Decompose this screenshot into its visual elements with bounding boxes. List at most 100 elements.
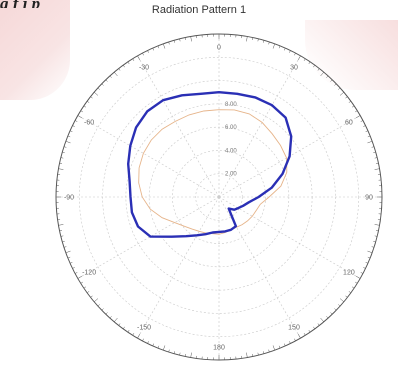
angle-tick — [338, 304, 341, 307]
angle-tick — [62, 151, 65, 154]
angle-tick — [163, 43, 166, 49]
angle-tick — [109, 75, 112, 78]
angle-tick — [374, 157, 378, 159]
angle-tick — [60, 157, 64, 159]
angle-tick — [147, 50, 149, 53]
angle-tick — [69, 130, 73, 132]
angle-tick — [163, 345, 166, 351]
angle-tick — [252, 353, 254, 357]
angle-label: 30 — [290, 65, 298, 72]
angle-tick — [355, 115, 361, 119]
angle-tick — [179, 352, 181, 356]
angle-tick — [97, 87, 100, 90]
angle-tick — [77, 275, 83, 279]
angle-tick — [284, 343, 286, 347]
angle-tick — [74, 272, 78, 274]
angle-tick — [127, 61, 130, 65]
angle-tick — [373, 240, 376, 243]
angle-tick — [355, 275, 361, 279]
angle-tick — [330, 312, 333, 315]
radial-label: 2.00 — [225, 172, 237, 178]
angle-tick — [374, 168, 380, 170]
angle-tick — [268, 41, 270, 45]
angle-tick — [114, 317, 118, 323]
angle-label: -120 — [82, 270, 96, 277]
angle-tick — [83, 105, 87, 108]
angle-tick — [365, 130, 369, 132]
angle-label: -90 — [64, 195, 74, 202]
angle-tick — [173, 351, 176, 354]
angle-tick — [262, 351, 265, 354]
angle-tick — [367, 256, 371, 259]
angle-tick — [294, 338, 296, 342]
angle-tick — [80, 281, 84, 284]
angle-tick — [373, 151, 376, 154]
angle-tick — [190, 352, 192, 358]
angle-tick — [101, 308, 104, 311]
grid-spoke — [218, 196, 301, 339]
angle-tick — [257, 352, 259, 356]
angle-tick — [367, 141, 373, 144]
angle-tick — [246, 36, 248, 42]
angle-label: -60 — [84, 120, 94, 127]
angle-tick — [179, 38, 181, 42]
angle-tick — [132, 332, 135, 336]
angle-tick — [289, 50, 291, 53]
angle-tick — [365, 262, 369, 264]
angle-tick — [348, 291, 352, 294]
radial-label: 8.00 — [225, 102, 237, 108]
angle-tick — [132, 58, 135, 62]
angle-tick — [317, 68, 320, 71]
angle-tick — [77, 115, 83, 119]
label-layer: 0 30 60 90 120 150 180 -150 -120 -90 -60 -30 2.00 4.0… — [64, 45, 373, 352]
angle-tick — [363, 125, 366, 127]
angle-tick — [374, 224, 380, 226]
angle-tick — [371, 146, 375, 148]
angle-tick — [320, 317, 324, 323]
chart-title: Radiation Pattern 1 — [151, 4, 247, 16]
angle-tick — [348, 100, 352, 103]
angle-label: 90 — [365, 195, 373, 202]
angle-tick — [59, 162, 63, 164]
angle-tick — [137, 333, 141, 339]
angle-tick — [168, 349, 170, 353]
angle-tick — [122, 64, 125, 68]
angle-tick — [93, 298, 99, 302]
angle-tick — [184, 37, 186, 41]
angle-tick — [326, 316, 329, 319]
angle-tick — [80, 110, 84, 113]
grid-layer — [55, 33, 383, 361]
angle-tick — [262, 40, 265, 43]
angle-tick — [334, 308, 337, 311]
angle-tick — [375, 162, 379, 164]
angle-tick — [308, 329, 311, 333]
angle-tick — [105, 79, 108, 82]
angle-tick — [360, 272, 364, 274]
angle-tick — [338, 87, 341, 90]
angle-tick — [157, 45, 160, 49]
angle-tick — [326, 75, 329, 78]
angle-tick — [63, 246, 67, 248]
angle-tick — [127, 329, 130, 333]
angle-tick — [330, 79, 333, 82]
angle-tick — [93, 92, 99, 96]
grid-spoke — [137, 55, 220, 198]
grid-ring — [78, 56, 360, 338]
angle-label: 0 — [217, 45, 221, 52]
angle-tick — [142, 338, 144, 342]
grid-spoke — [77, 196, 220, 279]
angle-tick — [101, 83, 104, 86]
radial-label: 4.00 — [225, 148, 237, 154]
angle-tick — [303, 332, 306, 336]
angle-tick — [118, 68, 121, 71]
angle-tick — [252, 37, 254, 41]
angle-tick — [86, 291, 90, 294]
angle-tick — [152, 343, 154, 347]
grid-ring — [172, 150, 266, 244]
angle-tick — [363, 267, 366, 269]
angle-tick — [345, 295, 348, 298]
angle-tick — [272, 345, 275, 351]
angle-tick — [278, 345, 281, 349]
angle-tick — [278, 45, 281, 49]
